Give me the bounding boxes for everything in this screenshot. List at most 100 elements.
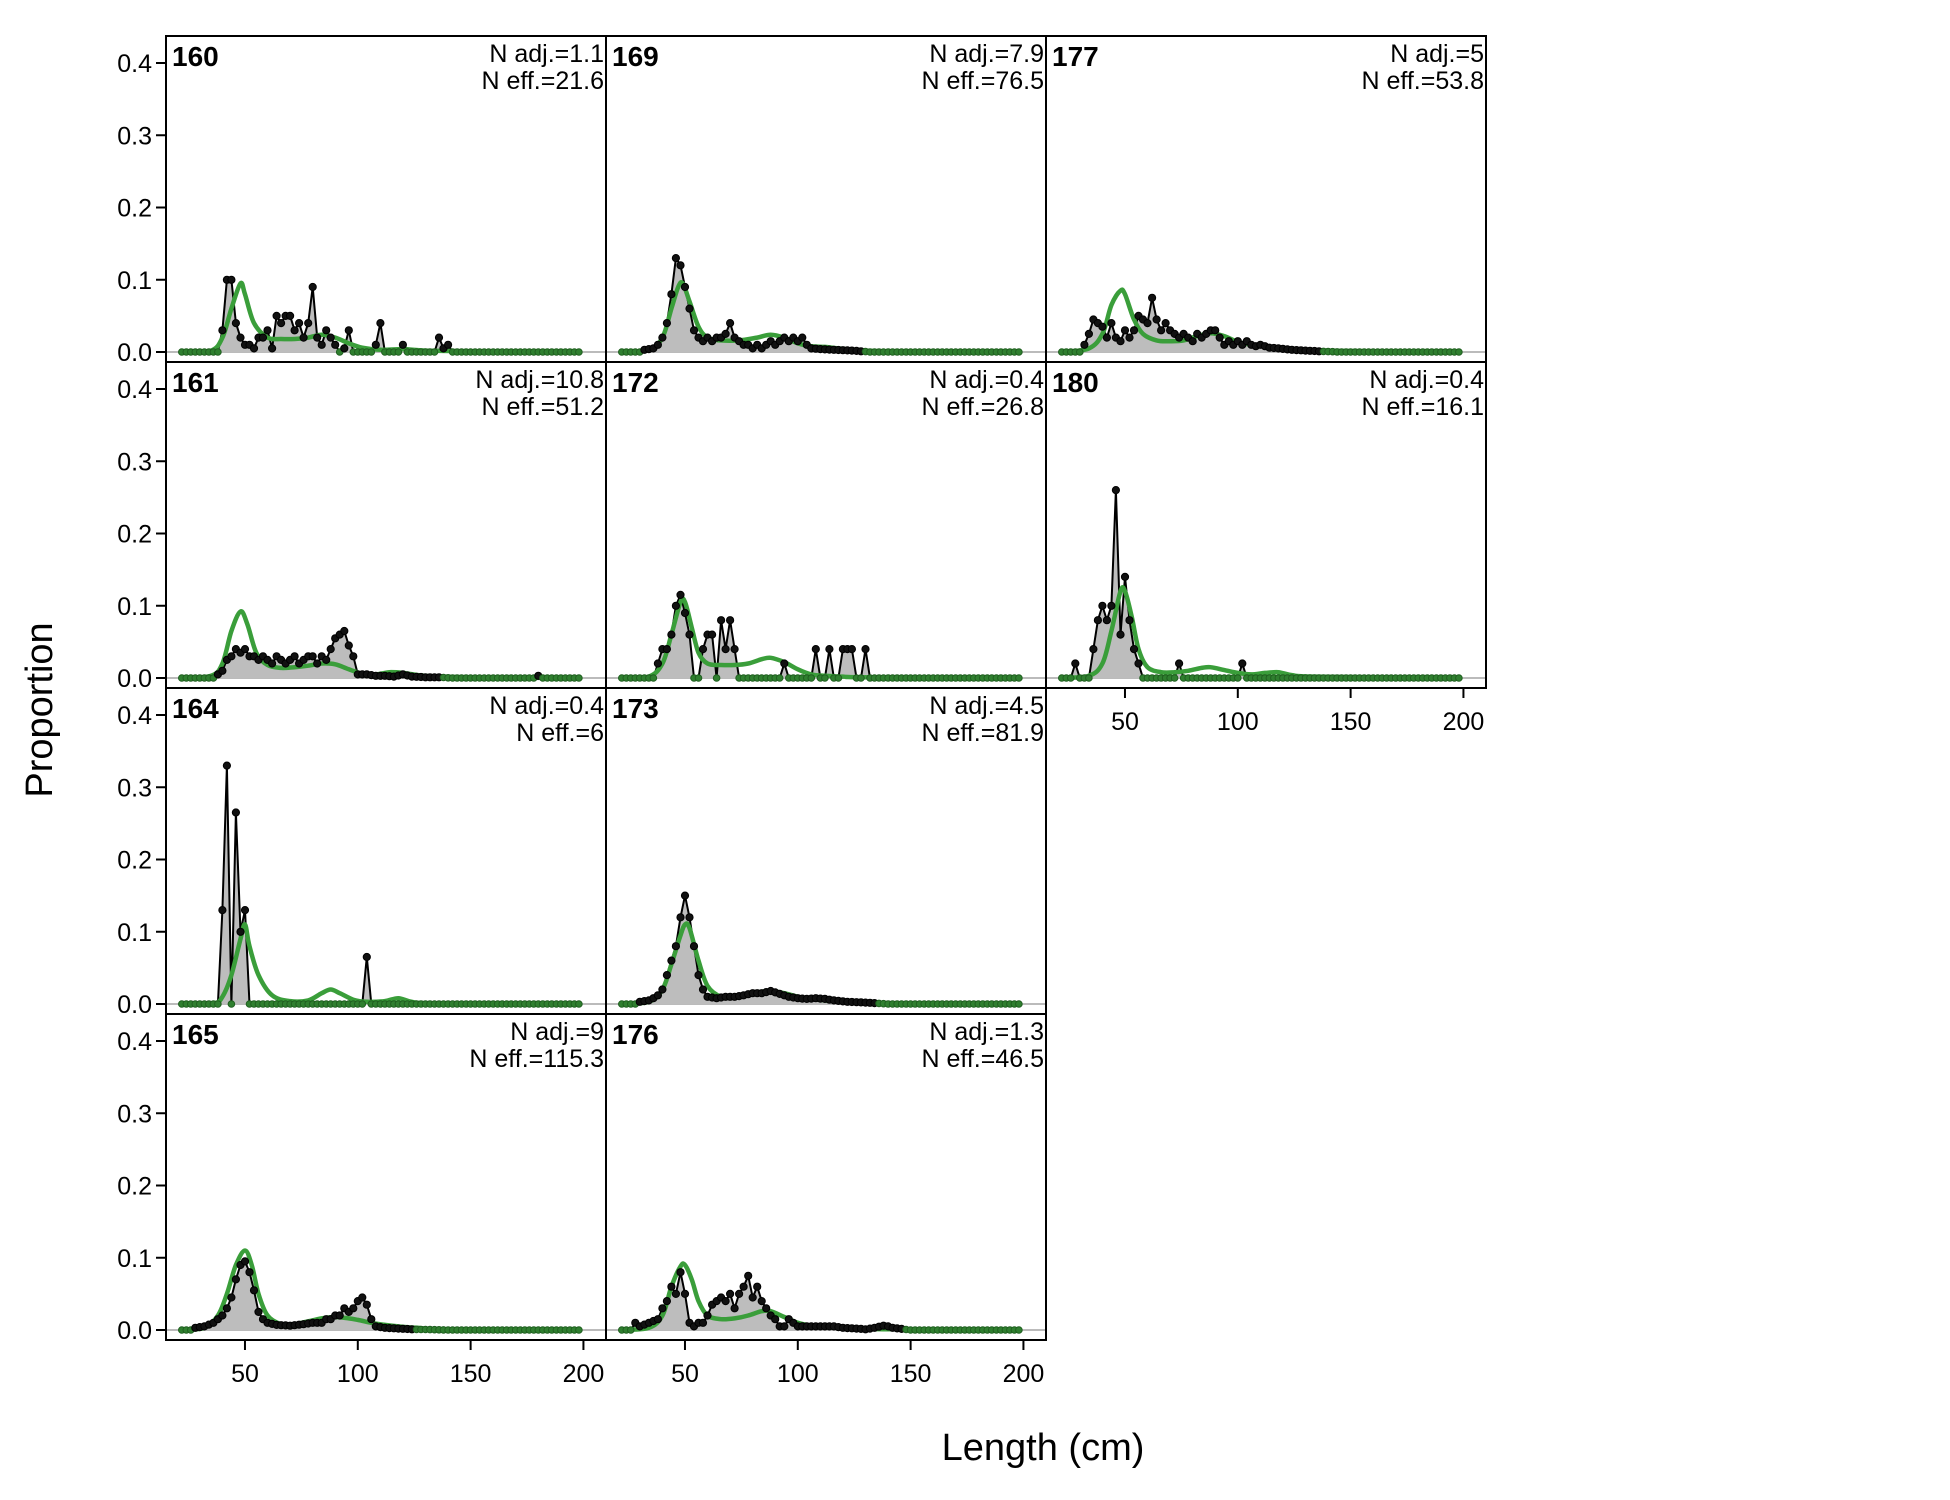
observed-point [340,626,349,636]
observed-point [730,645,739,654]
x-tick-label: 150 [450,1360,492,1388]
observed-point [258,333,268,342]
observed-point [358,1000,367,1008]
observed-point [807,674,816,682]
observed-point [236,927,245,936]
observed-point [227,1293,236,1302]
observed-point [1188,337,1197,346]
observed-point [667,290,676,299]
observed-point [1102,616,1112,625]
observed-point [277,319,286,328]
n-eff-label: N eff.=76.5 [921,67,1044,95]
panel-title: 180 [1052,367,1099,398]
n-eff-label: N eff.=53.8 [1361,67,1484,95]
observed-point [662,971,672,980]
observed-point [721,1297,730,1306]
observed-point [349,1304,358,1313]
observed-point [676,1268,685,1277]
observed-point [667,630,676,639]
y-tick-label: 0.3 [117,774,152,802]
observed-point [627,1326,635,1334]
observed-point [1084,329,1094,338]
observed-point [254,1307,263,1317]
observed-point [308,282,317,292]
observed-point [340,344,349,353]
observed-point [1238,659,1247,668]
observed-point [222,761,231,770]
n-eff-label: N eff.=16.1 [1361,393,1484,421]
n-adj-label: N adj.=10.8 [475,366,604,394]
observed-point [218,326,227,335]
y-tick-label: 0.3 [117,122,152,150]
observed-point [726,319,735,328]
observed-point [775,674,784,682]
observed-point [1102,333,1112,342]
n-eff-label: N eff.=21.6 [481,67,604,95]
observed-point [1107,601,1116,610]
observed-area [621,1272,1019,1330]
panel-176: 176 N adj.=1.3N eff.=46.5 50 100 150 200 [605,1013,1047,1388]
observed-point [249,1286,259,1295]
y-tick-label: 0.4 [117,1028,152,1056]
observed-point [798,333,807,342]
panel-title: 161 [172,367,219,398]
observed-point [698,645,708,654]
n-eff-label: N eff.=26.8 [921,393,1044,421]
observed-point [857,674,865,682]
observed-point [371,340,380,349]
observed-point [834,674,843,682]
observed-point [671,254,681,263]
x-tick-label: 200 [1003,1360,1045,1388]
observed-point [245,1268,254,1277]
observed-point [313,659,322,668]
y-tick-label: 0.1 [117,919,152,947]
observed-point [1116,630,1125,639]
observed-point [680,1289,690,1299]
y-tick-label: 0.1 [117,593,152,621]
y-tick-label: 0.2 [117,1173,152,1201]
x-tick-label: 100 [777,1360,819,1388]
observed-point [771,1315,780,1324]
panel-161: 161 N adj.=10.8N eff.=51.2 0.0 0.1 0.2 0.3 0.4 [117,361,607,693]
observed-point [1015,674,1023,682]
observed-point [1015,348,1023,356]
n-adj-label: N adj.=4.5 [929,692,1044,720]
observed-point [290,652,299,661]
observed-point [726,1289,735,1299]
observed-point [780,1322,789,1331]
y-tick-label: 0.0 [117,991,152,1019]
observed-point [1148,293,1157,302]
panel-165: 165 N adj.=9N eff.=115.3 0.0 0.1 0.2 0.3 0.4 50… [117,1013,607,1388]
observed-point [821,674,829,682]
observed-point [689,326,699,335]
observed-point [1161,319,1170,328]
observed-point [1111,486,1121,495]
observed-point [1107,319,1116,328]
observed-point [861,645,870,654]
observed-point [671,1289,681,1299]
y-tick-label: 0.0 [117,1317,152,1345]
observed-area [181,765,579,1004]
n-adj-label: N adj.=9 [510,1018,604,1046]
observed-point [811,645,820,654]
n-adj-label: N adj.=1.1 [489,40,604,68]
x-tick-label: 150 [1330,708,1372,736]
observed-point [739,1282,748,1291]
y-axis-title: Proportion [19,622,61,797]
panel-frame [1045,361,1487,689]
n-adj-label: N adj.=0.4 [1369,366,1484,394]
observed-point [1098,601,1107,610]
observed-point [1076,348,1084,356]
observed-point [676,590,685,600]
panel-title: 165 [172,1019,219,1050]
observed-point [575,1326,583,1334]
observed-point [322,326,331,335]
n-adj-label: N adj.=1.3 [929,1018,1044,1046]
observed-point [1093,616,1103,625]
n-eff-label: N eff.=6 [516,719,604,747]
observed-point [721,329,730,338]
n-adj-label: N adj.=0.4 [489,692,604,720]
observed-point [667,1282,676,1291]
y-tick-label: 0.2 [117,521,152,549]
observed-point [575,674,583,682]
